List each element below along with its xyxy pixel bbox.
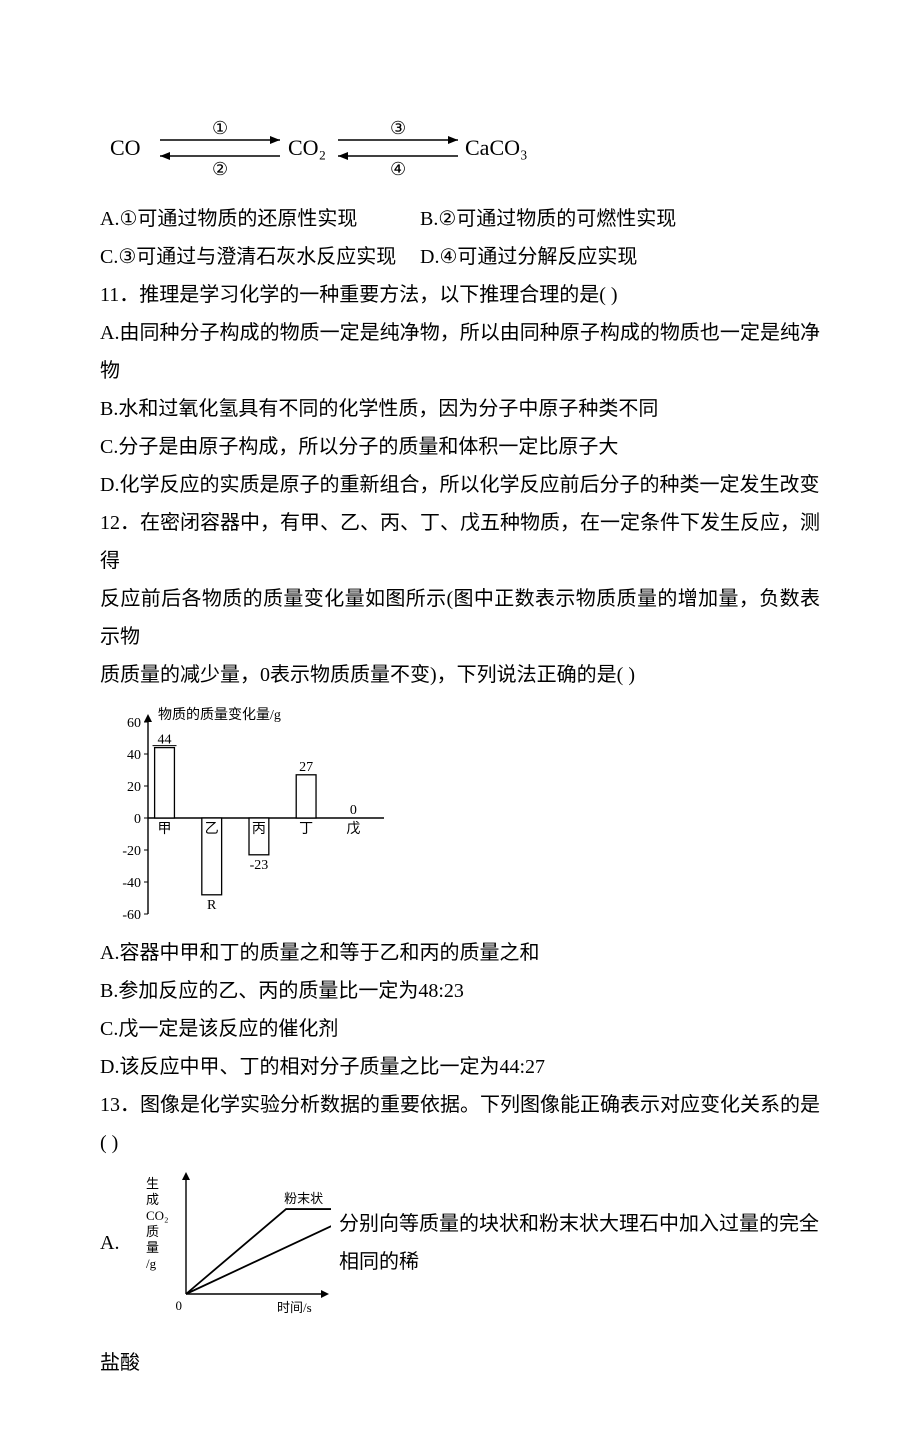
q11-choice-a: A.由同种分子构成的物质一定是纯净物，所以由同种原子构成的物质也一定是纯净物 (100, 314, 820, 390)
q12-stem-2: 反应前后各物质的质量变化量如图所示(图中正数表示物质质量的增加量，负数表示物 (100, 580, 820, 656)
q11-choice-b: B.水和过氧化氢具有不同的化学性质，因为分子中原子种类不同 (100, 390, 820, 428)
svg-text:0: 0 (350, 803, 357, 818)
q10-choice-a: A.①可通过物质的还原性实现 (100, 200, 420, 238)
svg-text:/g: /g (146, 1256, 157, 1271)
svg-text:27: 27 (299, 760, 313, 775)
svg-text:乙: 乙 (205, 821, 219, 837)
q12-choice-c: C.戊一定是该反应的催化剂 (100, 1010, 820, 1048)
q11-choice-d: D.化学反应的实质是原子的重新组合，所以化学反应前后分子的种类一定发生改变 (100, 466, 820, 504)
svg-text:-60: -60 (122, 908, 141, 923)
q13-stem: 13．图像是化学实验分析数据的重要依据。下列图像能正确表示对应变化关系的是( ) (100, 1086, 820, 1162)
reaction-right: CaCO₃ (465, 135, 528, 160)
mass-change-bar-chart: -60-40-200204060物质的质量变化量/g甲44乙R丙-23丁27戊0 (100, 704, 390, 924)
svg-text:粉末状: 粉末状 (284, 1191, 323, 1206)
reaction-label-2: ② (212, 159, 228, 179)
q13-choice-a-tail: 盐酸 (100, 1344, 820, 1382)
reaction-mid: CO₂ (288, 135, 326, 160)
svg-text:40: 40 (127, 748, 141, 763)
q12-choice-b: B.参加反应的乙、丙的质量比一定为48:23 (100, 972, 820, 1010)
q13-choice-a-trail: 分别向等质量的块状和粉末状大理石中加入过量的完全相同的稀 (339, 1205, 820, 1281)
reaction-label-1: ① (212, 118, 228, 138)
q10-choice-d: D.④可通过分解反应实现 (420, 238, 637, 276)
reaction-label-3: ③ (390, 118, 406, 138)
q12-stem-1: 12．在密闭容器中，有甲、乙、丙、丁、戊五种物质，在一定条件下发生反应，测得 (100, 504, 820, 580)
svg-text:60: 60 (127, 716, 141, 731)
q12-choice-d: D.该反应中甲、丁的相对分子质量之比一定为44:27 (100, 1048, 820, 1086)
svg-text:生: 生 (146, 1176, 159, 1191)
svg-text:物质的质量变化量/g: 物质的质量变化量/g (158, 707, 281, 723)
q10-choice-b: B.②可通过物质的可燃性实现 (420, 200, 676, 238)
svg-text:质: 质 (146, 1224, 159, 1239)
svg-text:-40: -40 (122, 876, 141, 891)
q12-stem-3: 质质量的减少量，0表示物质质量不变)，下列说法正确的是( ) (100, 656, 820, 694)
svg-text:0: 0 (134, 812, 141, 827)
svg-text:20: 20 (127, 780, 141, 795)
svg-text:量: 量 (146, 1240, 159, 1255)
q13-choice-a-lead: A. (100, 1224, 132, 1262)
reaction-label-4: ④ (390, 159, 406, 179)
svg-text:丁: 丁 (299, 822, 313, 837)
svg-text:-23: -23 (250, 858, 269, 873)
svg-text:CO₂: CO₂ (146, 1208, 169, 1223)
q11-choice-c: C.分子是由原子构成，所以分子的质量和体积一定比原子大 (100, 428, 820, 466)
svg-text:时间/s: 时间/s (277, 1300, 312, 1315)
q10-choice-c: C.③可通过与澄清石灰水反应实现 (100, 238, 420, 276)
svg-text:戊: 戊 (346, 821, 360, 837)
svg-text:成: 成 (146, 1192, 159, 1207)
co2-line-chart: 生成CO₂质量/g时间/s0粉末状块状 (136, 1168, 331, 1318)
reaction-scheme: CO CO₂ CaCO₃ ① ② ③ ④ (100, 110, 540, 180)
svg-text:丙: 丙 (252, 822, 266, 837)
svg-text:-20: -20 (122, 844, 141, 859)
q11-stem: 11．推理是学习化学的一种重要方法，以下推理合理的是( ) (100, 276, 820, 314)
reaction-left: CO (110, 135, 141, 160)
svg-text:甲: 甲 (158, 822, 172, 837)
svg-text:R: R (207, 898, 217, 913)
svg-text:0: 0 (176, 1298, 183, 1313)
q12-choice-a: A.容器中甲和丁的质量之和等于乙和丙的质量之和 (100, 934, 820, 972)
